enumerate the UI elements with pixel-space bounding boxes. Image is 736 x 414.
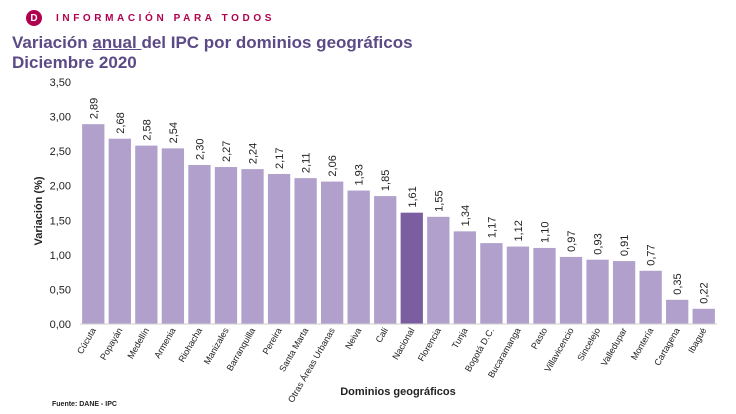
bar bbox=[188, 164, 211, 324]
bar bbox=[294, 178, 317, 324]
data-label: 0,97 bbox=[566, 231, 578, 252]
x-tick-label: Nacional bbox=[390, 326, 416, 361]
x-tick-label: Manizales bbox=[202, 326, 231, 367]
data-label: 0,35 bbox=[672, 273, 684, 294]
data-label: 2,89 bbox=[88, 98, 100, 119]
brand-header: D INFORMACIÓN PARA TODOS bbox=[26, 9, 275, 27]
y-tick-label: 1,50 bbox=[50, 215, 71, 227]
data-label: 2,54 bbox=[168, 122, 180, 143]
x-tick-label: Cartagena bbox=[652, 326, 682, 367]
chart-title-line1: Variación anual del IPC por dominios geo… bbox=[12, 33, 413, 53]
x-tick-label: Otras Áreas Urbanas bbox=[286, 326, 337, 405]
data-label: 2,30 bbox=[194, 139, 206, 160]
x-tick-label: Neiva bbox=[343, 326, 363, 351]
bar bbox=[347, 190, 370, 324]
y-tick-label: 2,50 bbox=[50, 146, 71, 158]
bar bbox=[533, 247, 556, 324]
x-tick-label: Pereira bbox=[261, 326, 284, 356]
x-tick-label: Medellín bbox=[125, 326, 151, 360]
data-label: 1,12 bbox=[513, 220, 525, 241]
bar bbox=[135, 145, 158, 324]
data-label: 0,22 bbox=[699, 282, 711, 303]
y-axis-title: Variación (%) bbox=[33, 176, 45, 245]
y-tick-label: 1,00 bbox=[50, 250, 71, 262]
x-tick-label: Sincelejo bbox=[575, 326, 602, 363]
data-label: 2,24 bbox=[248, 143, 260, 164]
chart-title: Variación anual del IPC por dominios geo… bbox=[12, 33, 413, 73]
chart-title-pre: Variación bbox=[12, 33, 93, 52]
bar bbox=[241, 169, 264, 324]
x-tick-label: Ibagué bbox=[686, 326, 708, 355]
bar bbox=[506, 246, 530, 324]
data-label: 1,55 bbox=[433, 190, 445, 211]
source-note: Fuente: DANE - IPC bbox=[52, 401, 117, 408]
bar bbox=[453, 231, 477, 324]
bar bbox=[559, 256, 583, 324]
x-tick-label: Cúcuta bbox=[75, 326, 98, 356]
bar bbox=[374, 196, 397, 324]
x-tick-label: Cali bbox=[374, 326, 390, 344]
bar bbox=[427, 216, 450, 324]
data-label: 2,11 bbox=[301, 153, 313, 174]
data-label: 2,17 bbox=[274, 148, 286, 169]
bar bbox=[480, 243, 503, 324]
y-tick-label: 3,50 bbox=[50, 77, 71, 89]
x-tick-label: Armenia bbox=[152, 326, 177, 360]
bar bbox=[267, 173, 291, 324]
data-label: 2,06 bbox=[327, 155, 339, 176]
x-tick-label: Riohacha bbox=[176, 326, 204, 364]
data-label: 1,17 bbox=[486, 217, 498, 238]
dane-logo-icon: D bbox=[26, 10, 42, 26]
x-tick-label: Florencia bbox=[416, 326, 443, 363]
data-label: 0,91 bbox=[619, 235, 631, 256]
data-label: 1,85 bbox=[380, 170, 392, 191]
y-tick-label: 2,00 bbox=[50, 181, 71, 193]
chart-title-post: del IPC por dominios geográficos bbox=[141, 33, 413, 52]
bar bbox=[320, 181, 344, 324]
data-label: 1,34 bbox=[460, 205, 472, 226]
chart-title-line2: Diciembre 2020 bbox=[12, 53, 137, 72]
chart-title-underlined: anual bbox=[92, 33, 142, 52]
x-axis-title: Dominios geográficos bbox=[340, 386, 456, 398]
y-tick-label: 0,50 bbox=[50, 284, 71, 296]
bar bbox=[666, 299, 689, 324]
bar bbox=[214, 167, 238, 324]
bar-highlight bbox=[400, 212, 423, 324]
data-label: 0,93 bbox=[593, 233, 605, 254]
data-label: 2,27 bbox=[221, 141, 233, 162]
x-tick-label: Popayán bbox=[98, 326, 124, 362]
data-label: 0,77 bbox=[646, 244, 658, 265]
bar bbox=[161, 148, 185, 324]
bar bbox=[82, 124, 105, 324]
brand-tagline: INFORMACIÓN PARA TODOS bbox=[56, 12, 276, 24]
x-tick-label: Tunja bbox=[450, 326, 470, 350]
data-label: 2,68 bbox=[115, 112, 127, 133]
y-tick-label: 3,00 bbox=[50, 112, 71, 124]
bar bbox=[639, 270, 662, 324]
bar bbox=[692, 308, 715, 324]
data-label: 1,93 bbox=[354, 164, 366, 185]
x-tick-label: Montería bbox=[629, 326, 655, 362]
y-tick-label: 0,00 bbox=[50, 319, 71, 331]
bar bbox=[586, 259, 609, 324]
bar bbox=[612, 261, 636, 324]
data-label: 1,10 bbox=[539, 222, 551, 243]
x-tick-label: Pasto bbox=[529, 326, 549, 351]
bar bbox=[108, 138, 131, 324]
data-label: 2,58 bbox=[141, 119, 153, 140]
data-label: 1,61 bbox=[407, 186, 419, 207]
x-tick-label: Valledupar bbox=[599, 326, 629, 368]
